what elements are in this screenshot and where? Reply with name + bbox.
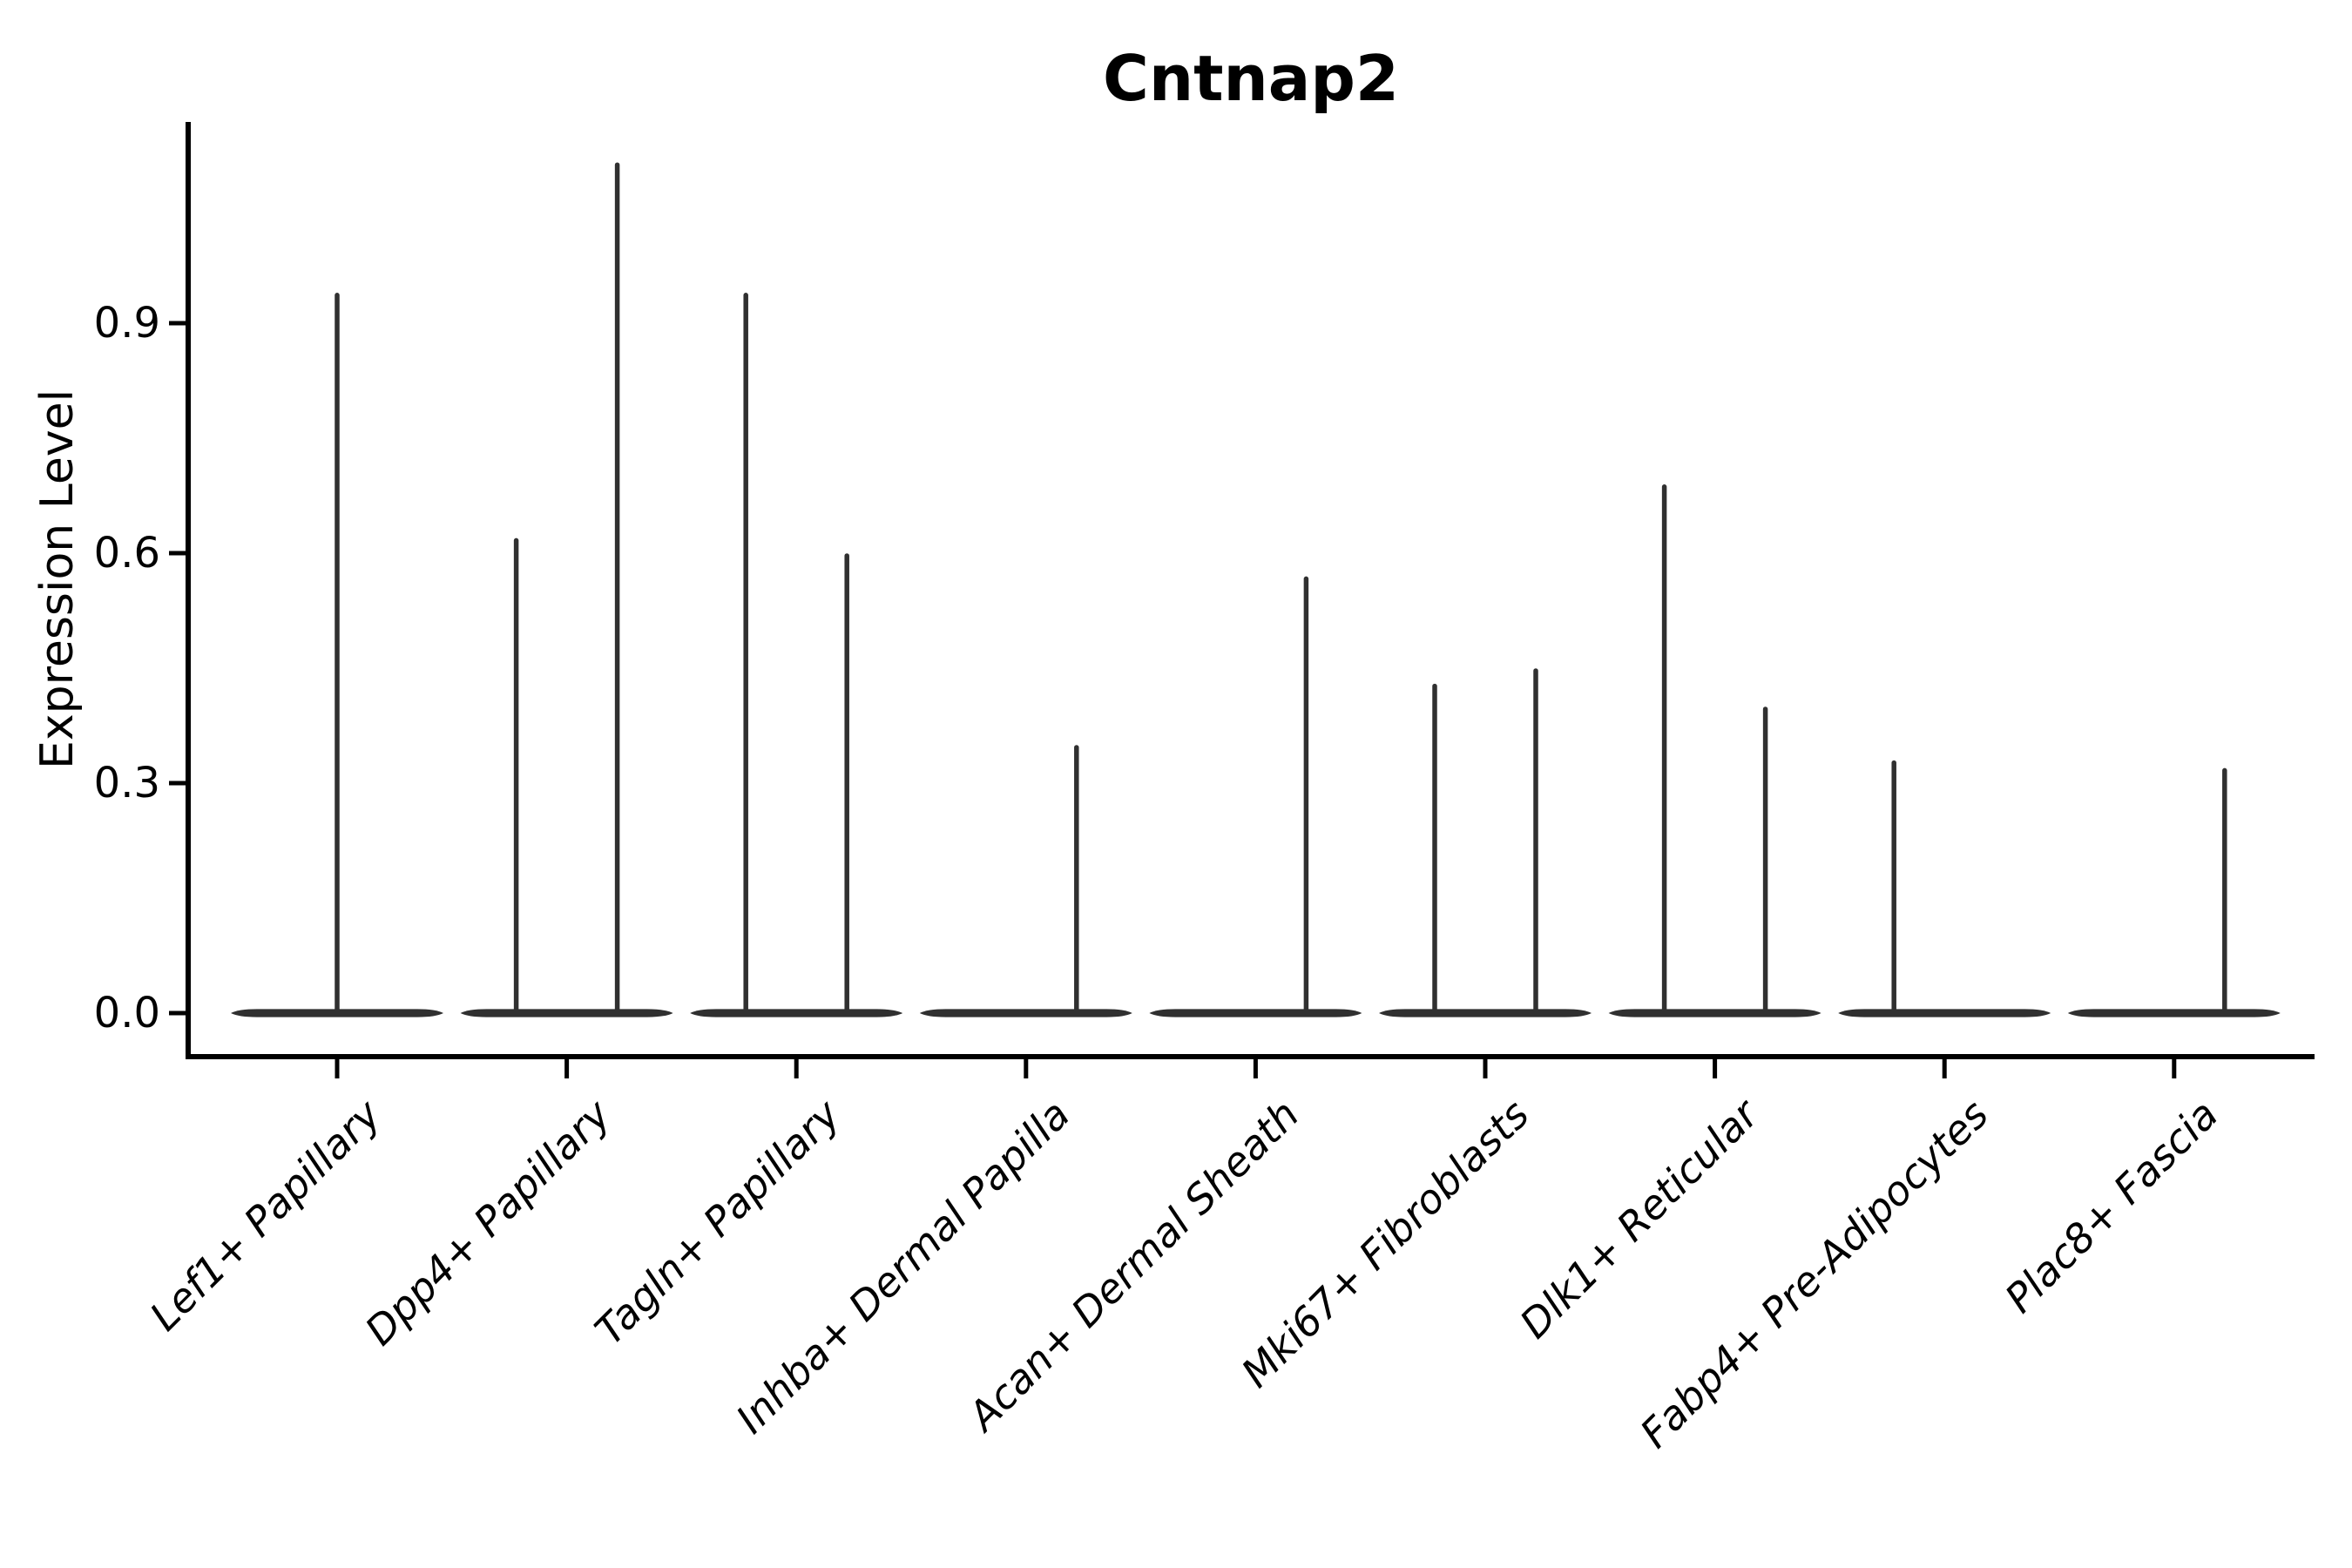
violin-body	[1838, 1009, 2051, 1017]
violin-body	[1379, 1009, 1592, 1017]
violin-body	[690, 1009, 903, 1017]
y-tick-label: 0.3	[93, 759, 160, 808]
violin-body	[1149, 1009, 1362, 1017]
y-tick-label: 0.0	[93, 989, 160, 1037]
y-axis-label: Expression Level	[31, 389, 84, 770]
y-tick-label: 0.9	[93, 299, 160, 348]
violin-body	[2067, 1009, 2281, 1017]
chart-title: Cntnap2	[1103, 42, 1399, 115]
y-tick-label: 0.6	[93, 529, 160, 578]
violin-body	[460, 1009, 673, 1017]
violin-body	[1608, 1009, 1821, 1017]
violin-body	[919, 1009, 1132, 1017]
